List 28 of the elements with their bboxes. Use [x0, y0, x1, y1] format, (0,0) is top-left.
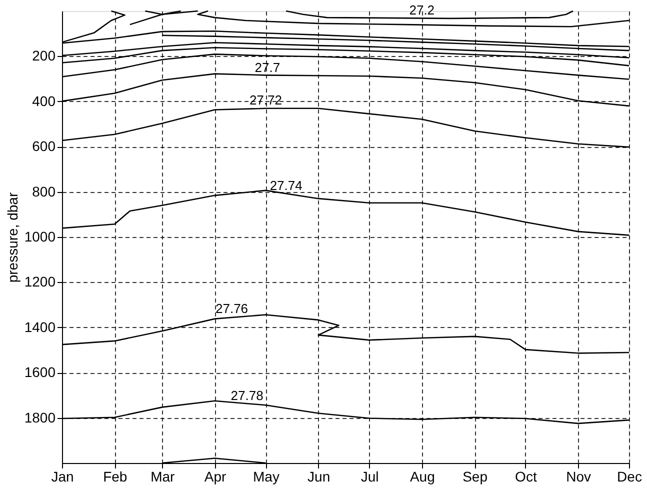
x-tick-label: Mar — [150, 468, 176, 484]
y-tick-label: 600 — [32, 138, 56, 154]
x-tick-label: Feb — [103, 468, 128, 484]
x-tick-label: Dec — [617, 468, 642, 484]
annotation: 27.74 — [270, 178, 302, 194]
annotation: 27.78 — [230, 388, 264, 403]
x-tick-label: Oct — [515, 468, 537, 484]
y-tick-label: 1600 — [24, 364, 56, 380]
x-tick-label: Sep — [462, 468, 488, 484]
x-tick-label: May — [252, 468, 280, 484]
y-tick-label: 200 — [32, 48, 56, 64]
y-tick-label: 1200 — [24, 274, 56, 290]
x-tick-label: Aug — [410, 468, 435, 484]
x-tick-label: Jun — [308, 468, 330, 484]
y-axis-title: pressure, dbar — [4, 192, 20, 283]
y-tick-label: 1800 — [24, 409, 56, 426]
y-tick-label: 1400 — [24, 318, 56, 335]
x-tick-label: Apr — [204, 468, 227, 484]
x-tick-label: Nov — [566, 468, 592, 484]
annotation: 27.7 — [254, 60, 280, 76]
annotation: 27.72 — [249, 92, 282, 108]
y-tick-label: 800 — [32, 183, 56, 200]
x-tick-label: Jul — [360, 468, 379, 484]
annotation: 27.2 — [409, 2, 435, 18]
y-tick-label: 400 — [32, 92, 56, 109]
annotation: 27.76 — [215, 300, 248, 316]
x-tick-label: Jan — [51, 468, 74, 484]
y-tick-label: 1000 — [24, 228, 56, 244]
